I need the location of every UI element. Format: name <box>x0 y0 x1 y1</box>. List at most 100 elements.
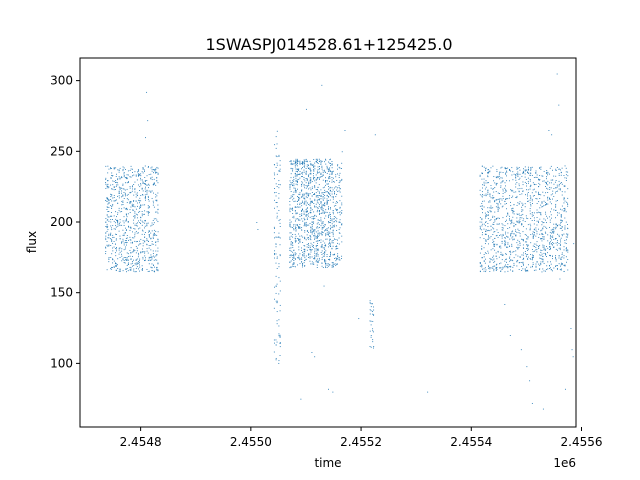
data-point <box>567 269 569 271</box>
data-point <box>112 247 114 249</box>
data-point <box>310 249 312 251</box>
data-point <box>493 224 495 225</box>
data-point <box>309 245 311 247</box>
data-point <box>485 182 487 184</box>
data-point <box>518 179 520 180</box>
data-point <box>110 168 112 170</box>
data-point <box>515 183 517 185</box>
data-point <box>324 251 326 253</box>
data-point <box>325 266 326 268</box>
data-point <box>289 209 291 211</box>
data-point <box>278 236 280 238</box>
data-point <box>322 204 324 206</box>
data-point <box>111 195 113 197</box>
data-point <box>567 236 569 238</box>
data-point <box>321 160 323 162</box>
data-point <box>545 204 547 206</box>
data-point <box>500 182 502 184</box>
data-point <box>289 222 291 224</box>
data-point <box>553 231 555 233</box>
data-point <box>114 222 116 224</box>
data-point <box>123 174 125 176</box>
data-point <box>501 181 503 183</box>
data-point <box>156 195 158 197</box>
data-point <box>332 230 334 232</box>
data-point <box>555 168 557 170</box>
data-point <box>518 220 520 222</box>
data-point <box>536 174 538 176</box>
data-point <box>274 192 276 194</box>
data-point <box>490 267 492 269</box>
data-point <box>278 170 280 172</box>
data-point <box>502 224 504 226</box>
data-point <box>507 266 509 267</box>
data-point <box>496 176 498 178</box>
data-point <box>326 183 328 185</box>
data-point <box>311 225 313 227</box>
data-point <box>304 223 306 225</box>
data-point <box>510 223 512 225</box>
data-point <box>117 195 119 197</box>
data-point <box>290 260 292 262</box>
data-point <box>119 167 121 169</box>
data-point <box>553 227 555 229</box>
data-point <box>332 181 334 182</box>
data-point <box>525 270 526 272</box>
data-point <box>546 203 548 205</box>
data-point <box>479 252 481 254</box>
data-point <box>553 232 555 234</box>
data-point <box>135 225 137 227</box>
data-point <box>144 220 146 222</box>
data-point <box>153 222 155 224</box>
data-point <box>122 195 124 197</box>
data-point <box>556 167 558 168</box>
data-point <box>305 168 307 169</box>
data-point <box>132 175 133 177</box>
data-point <box>316 252 318 254</box>
data-point <box>294 163 296 164</box>
data-point <box>538 186 540 187</box>
data-point <box>289 249 291 251</box>
data-point <box>332 391 334 393</box>
data-point <box>338 257 340 259</box>
data-point <box>332 262 334 264</box>
data-point <box>295 212 297 214</box>
data-point <box>310 177 312 179</box>
data-point <box>126 208 127 210</box>
data-point <box>488 267 490 269</box>
data-point <box>106 244 108 246</box>
data-point <box>507 228 509 229</box>
data-point <box>304 166 306 168</box>
data-point <box>303 184 305 186</box>
data-point <box>324 197 326 199</box>
data-point <box>511 231 513 233</box>
data-point <box>488 243 489 245</box>
data-point <box>123 244 125 246</box>
data-point <box>560 264 562 266</box>
data-point <box>302 182 304 184</box>
data-point <box>113 200 115 202</box>
data-point <box>319 178 320 180</box>
data-point <box>305 209 307 210</box>
data-point <box>553 175 555 177</box>
data-point <box>502 254 504 256</box>
data-point <box>339 214 341 216</box>
data-point <box>549 227 551 228</box>
data-point <box>501 235 503 237</box>
data-point <box>341 168 342 169</box>
data-point <box>552 198 553 200</box>
data-point <box>545 178 547 180</box>
data-point <box>532 256 534 258</box>
data-point <box>295 172 296 174</box>
data-point <box>539 175 541 177</box>
data-point <box>134 232 136 234</box>
data-point <box>321 223 323 225</box>
data-point <box>105 187 107 189</box>
data-point <box>317 186 319 188</box>
data-point <box>519 256 521 258</box>
data-point <box>151 241 153 242</box>
data-point <box>509 266 511 268</box>
data-point <box>275 285 277 287</box>
data-point <box>564 191 566 193</box>
data-point <box>276 143 278 145</box>
